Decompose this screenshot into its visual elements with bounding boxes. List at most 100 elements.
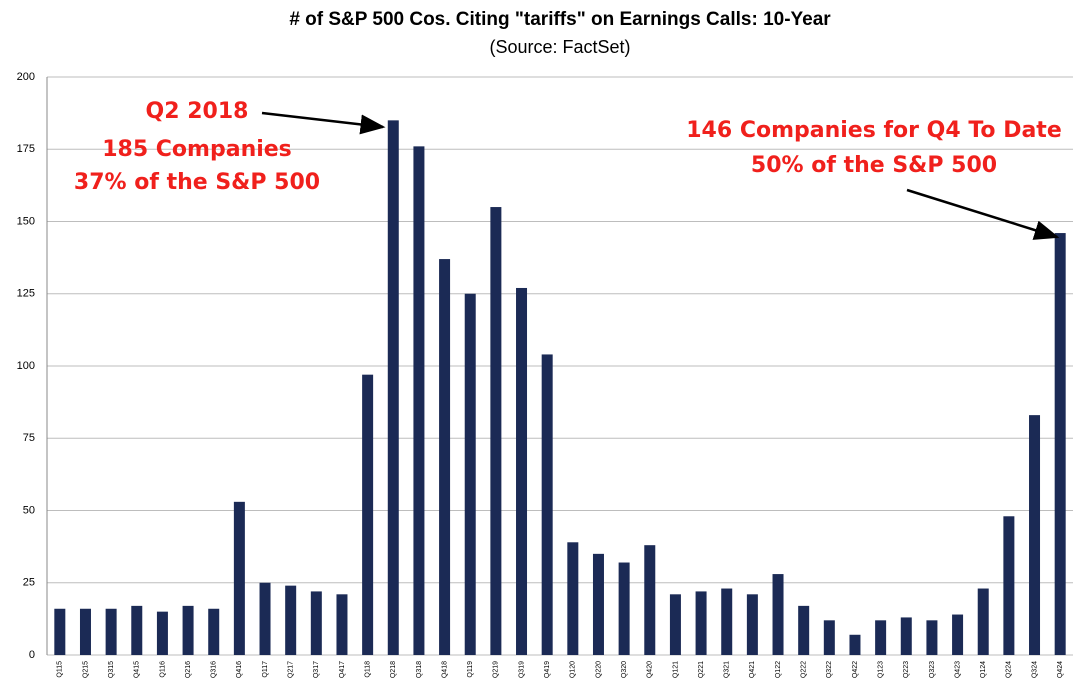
bar — [233, 501, 245, 655]
arrow — [261, 111, 386, 135]
bar — [567, 542, 579, 655]
bar — [54, 608, 66, 655]
bar — [823, 620, 835, 655]
bar — [849, 634, 861, 655]
y-tick-label: 150 — [17, 215, 35, 227]
x-tick-label: Q323 — [929, 661, 936, 678]
x-tick-label: Q118 — [364, 661, 371, 678]
x-tick-label: Q420 — [647, 661, 654, 678]
chart-subtitle: (Source: FactSet) — [489, 37, 630, 57]
x-tick-label: Q324 — [1031, 661, 1038, 678]
bar — [131, 605, 143, 655]
bar — [798, 605, 810, 655]
bar — [208, 608, 220, 655]
x-tick-label: Q220 — [595, 661, 602, 678]
plot-area: 0 25 50 75 100 125 150 175 200 Q115 Q215 Q315 Q415 Q1… — [17, 71, 1073, 678]
x-tick-label: Q122 — [775, 661, 782, 678]
bar — [977, 588, 989, 655]
bar — [464, 293, 476, 655]
x-tick-label: Q418 — [441, 661, 448, 678]
bar — [952, 614, 964, 655]
bar — [516, 287, 528, 655]
x-tick-label: Q221 — [698, 661, 705, 678]
y-tick-label: 75 — [23, 432, 35, 444]
bar — [105, 608, 117, 655]
x-tick-label: Q321 — [724, 661, 731, 678]
x-tick-label: Q317 — [313, 661, 320, 678]
annotation: 146 Companies for Q4 To Date — [686, 118, 1062, 143]
annotation: 185 Companies — [102, 137, 292, 162]
bar — [310, 591, 322, 655]
bar — [182, 605, 194, 655]
bar — [875, 620, 887, 655]
x-tick-label: Q117 — [262, 661, 269, 678]
x-tick-label: Q318 — [416, 661, 423, 678]
bar — [1054, 233, 1066, 655]
bar — [541, 354, 553, 655]
bar — [259, 582, 271, 655]
bar — [439, 259, 451, 655]
bar — [79, 608, 91, 655]
bar — [413, 146, 425, 656]
y-tick-label: 200 — [17, 71, 35, 83]
x-tick-label: Q217 — [288, 661, 295, 678]
x-tick-label: Q124 — [980, 661, 987, 678]
x-tick-label: Q419 — [544, 661, 551, 678]
x-tick-label: Q123 — [877, 661, 884, 678]
x-tick-label: Q222 — [801, 661, 808, 678]
x-tick-label: Q315 — [108, 661, 115, 678]
y-tick-label: 125 — [17, 288, 35, 300]
bar — [1003, 516, 1015, 655]
x-tick-label: Q224 — [1006, 661, 1013, 678]
y-tick-label: 50 — [23, 504, 35, 516]
bar — [695, 591, 707, 655]
bar — [618, 562, 630, 655]
x-tick-label: Q322 — [826, 661, 833, 678]
x-tick-label: Q424 — [1057, 661, 1064, 678]
bar — [644, 545, 656, 655]
x-tick-label: Q421 — [749, 661, 756, 678]
x-tick-label: Q422 — [852, 661, 859, 678]
bar — [772, 574, 784, 655]
x-tick-label: Q319 — [518, 661, 525, 678]
bar — [285, 585, 297, 655]
bar — [362, 374, 374, 655]
x-tick-label: Q218 — [390, 661, 397, 678]
x-tick-label: Q115 — [57, 661, 64, 678]
x-tick-label: Q219 — [493, 661, 500, 678]
y-tick-label: 100 — [17, 360, 35, 372]
arrow — [906, 188, 1060, 240]
x-tick-label: Q316 — [211, 661, 218, 678]
annotation: 50% of the S&P 500 — [751, 153, 997, 178]
x-tick-label: Q423 — [954, 661, 961, 678]
x-tick-label: Q417 — [339, 661, 346, 678]
x-tick-label: Q416 — [236, 661, 243, 678]
bar — [746, 594, 758, 655]
x-tick-label: Q320 — [621, 661, 628, 678]
bar — [336, 594, 348, 655]
x-tick-label: Q216 — [185, 661, 192, 678]
annotation: 37% of the S&P 500 — [74, 170, 320, 195]
bar — [490, 207, 502, 656]
bar — [900, 617, 912, 655]
bar — [387, 120, 399, 656]
bar — [1029, 415, 1041, 655]
bar — [156, 611, 168, 655]
annotation: Q2 2018 — [146, 99, 249, 124]
x-tick-label: Q116 — [159, 661, 166, 678]
bar — [592, 553, 604, 655]
y-tick-label: 175 — [17, 143, 35, 155]
chart-title: # of S&P 500 Cos. Citing "tariffs" on Ea… — [289, 9, 831, 30]
bar — [926, 620, 938, 655]
x-tick-label: Q119 — [467, 661, 474, 678]
x-tick-label: Q415 — [134, 661, 141, 678]
x-tick-label: Q215 — [82, 661, 89, 678]
y-tick-label: 0 — [29, 649, 35, 661]
x-tick-label: Q120 — [570, 661, 577, 678]
bar — [721, 588, 733, 655]
y-tick-label: 25 — [23, 577, 35, 589]
x-tick-label: Q223 — [903, 661, 910, 678]
x-tick-label: Q121 — [672, 661, 679, 678]
bar — [669, 594, 681, 655]
